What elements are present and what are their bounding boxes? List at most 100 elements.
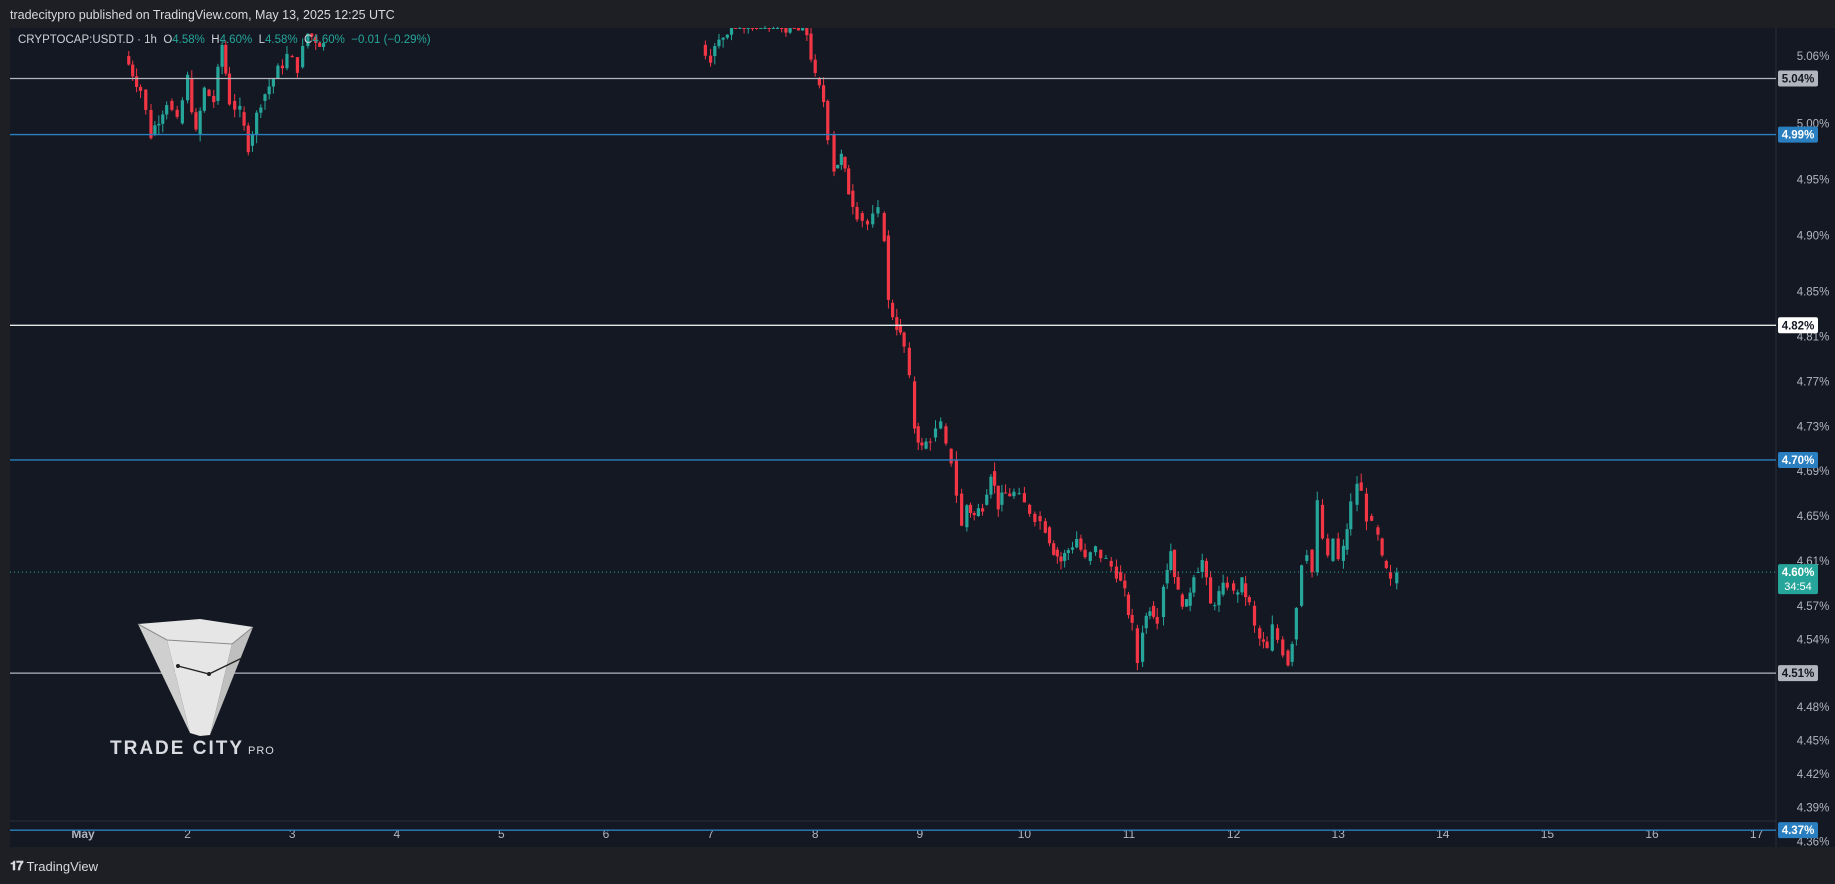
- candle-body: [1326, 538, 1330, 556]
- time-axis: [10, 821, 1776, 847]
- candle-body: [771, 28, 775, 29]
- candle-body: [1012, 491, 1016, 497]
- candle-body: [851, 190, 855, 207]
- y-tick-label: 4.45%: [1797, 735, 1830, 747]
- candle-body: [1066, 550, 1070, 553]
- candle-body: [895, 317, 899, 330]
- candle-body: [290, 56, 294, 58]
- candle-body: [809, 33, 813, 60]
- candle-body: [1192, 577, 1196, 593]
- y-tick-label: 4.77%: [1797, 376, 1830, 388]
- candle-body: [310, 33, 314, 37]
- candle-body: [190, 78, 194, 113]
- candle-body: [186, 74, 190, 101]
- candle-body: [1093, 546, 1098, 553]
- candle-body: [1047, 527, 1052, 544]
- candle-body: [1320, 504, 1325, 539]
- publish-header: tradecitypro published on TradingView.co…: [0, 0, 1835, 28]
- y-tick-label: 4.36%: [1797, 836, 1830, 848]
- candle-body: [717, 39, 721, 47]
- candle-body: [318, 42, 322, 47]
- y-tick-label: 4.81%: [1797, 332, 1830, 344]
- level-price-label: 4.37%: [1782, 825, 1815, 837]
- open-value: 4.58%: [172, 34, 205, 46]
- candle-body: [1144, 615, 1148, 629]
- candle-body: [1188, 592, 1192, 606]
- candle-body: [1355, 483, 1359, 505]
- chart-pane[interactable]: [10, 28, 1776, 847]
- candle-body: [198, 110, 202, 135]
- candle-body: [972, 512, 976, 516]
- candle-body: [767, 28, 771, 29]
- candle-body: [1384, 560, 1388, 569]
- candle-body: [801, 28, 805, 31]
- candle-body: [860, 213, 864, 221]
- candle-body: [1395, 572, 1399, 584]
- candle-body: [1380, 538, 1384, 556]
- y-tick-label: 4.54%: [1797, 634, 1830, 646]
- candle-body: [259, 107, 263, 113]
- level-price-tag: [1778, 451, 1818, 468]
- candle-body: [250, 134, 255, 146]
- candle-body: [1075, 539, 1079, 548]
- candle-body: [826, 100, 830, 141]
- candle-body: [792, 28, 796, 29]
- candle-body: [876, 207, 880, 214]
- y-tick-label: 4.39%: [1797, 803, 1830, 815]
- y-tick-label: 4.95%: [1797, 174, 1830, 186]
- candle-body: [949, 448, 953, 464]
- candle-body: [220, 44, 224, 67]
- candle-body: [1017, 493, 1021, 495]
- candle-body: [784, 28, 788, 33]
- candle-body: [161, 114, 165, 124]
- candle-body: [759, 28, 763, 29]
- tradingview-label: TradingView: [26, 858, 99, 874]
- candle-body: [805, 28, 809, 36]
- candle-body: [1161, 586, 1166, 618]
- candle-body: [1286, 650, 1290, 666]
- symbol-name[interactable]: CRYPTOCAP:USDT.D: [18, 34, 134, 46]
- level-price-label: 4.70%: [1782, 455, 1815, 467]
- footer: [0, 852, 1835, 884]
- candle-body: [212, 95, 216, 103]
- x-tick-label: 9: [916, 827, 923, 841]
- candle-body: [144, 89, 148, 111]
- change-value: −0.01 (−0.29%): [351, 34, 431, 46]
- candle-body: [832, 134, 836, 172]
- candle-body: [933, 428, 938, 438]
- candle-body: [1008, 493, 1012, 497]
- candle-body: [755, 28, 759, 29]
- candle-body: [202, 87, 206, 111]
- candle-body: [207, 89, 211, 96]
- candle-body: [1079, 538, 1083, 550]
- candle-body: [709, 55, 713, 63]
- candle-body: [1099, 549, 1103, 559]
- candle-body: [1114, 566, 1119, 579]
- interval-label[interactable]: 1h: [144, 34, 157, 46]
- price-axis: [1776, 28, 1835, 847]
- candle-body: [224, 44, 228, 74]
- candle-body: [1310, 549, 1314, 572]
- open-label: O: [163, 34, 173, 46]
- candle-body: [750, 28, 755, 29]
- candle-body: [1070, 547, 1075, 550]
- tradingview-brand[interactable]: 𝟏𝟕 TradingView: [10, 858, 98, 874]
- candle-body: [314, 36, 318, 43]
- candle-body: [865, 220, 870, 225]
- close-label: C: [303, 34, 313, 46]
- candle-body: [721, 37, 725, 40]
- y-tick-label: 4.48%: [1797, 702, 1830, 714]
- candle-body: [1208, 577, 1213, 604]
- candle-body: [127, 56, 131, 65]
- candle-body: [1240, 577, 1244, 593]
- x-tick-label: 11: [1123, 827, 1136, 841]
- candle-body: [238, 105, 242, 110]
- x-tick-label: 16: [1645, 827, 1659, 841]
- level-price-tag: [1778, 317, 1818, 334]
- candles: [127, 25, 1399, 671]
- candle-body: [1148, 611, 1152, 616]
- candle-body: [157, 123, 161, 126]
- candle-body: [1000, 492, 1004, 505]
- candle-body: [1055, 549, 1059, 557]
